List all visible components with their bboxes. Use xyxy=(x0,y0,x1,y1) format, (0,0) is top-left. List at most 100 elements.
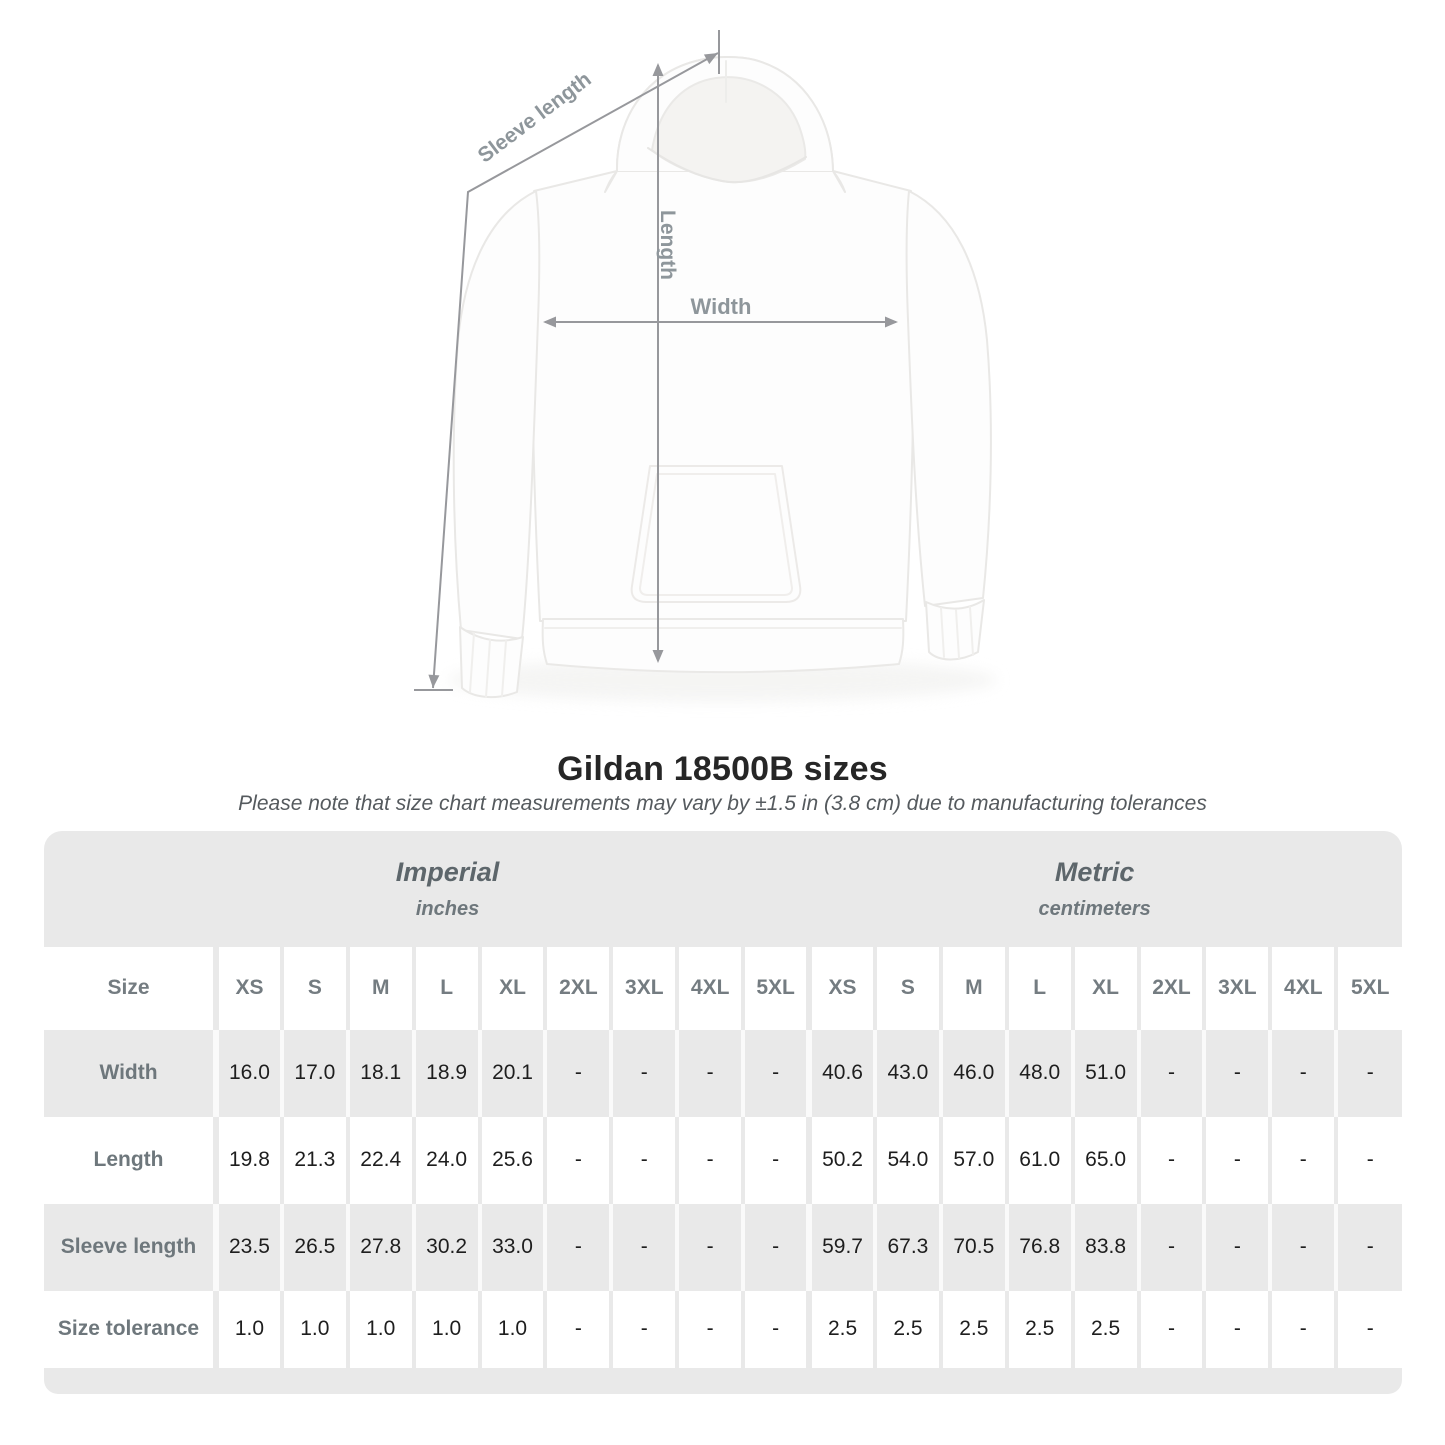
size-header-metric-s: S xyxy=(872,947,941,1030)
size-header-imperial-2xl: 2XL xyxy=(543,947,612,1030)
value-cell: - xyxy=(1136,1291,1205,1368)
value-cell: - xyxy=(543,1291,612,1368)
value-cell: 48.0 xyxy=(1004,1030,1073,1117)
size-header-metric-m: M xyxy=(938,947,1007,1030)
sleeve-length-line xyxy=(432,52,719,689)
value-cell: 43.0 xyxy=(872,1030,941,1117)
value-cell: 21.3 xyxy=(279,1117,348,1204)
table-footer-band xyxy=(44,1368,1403,1394)
value-cell: - xyxy=(609,1204,678,1291)
value-cell: - xyxy=(1268,1291,1337,1368)
size-header-metric-xl: XL xyxy=(1070,947,1139,1030)
value-cell: - xyxy=(1334,1030,1403,1117)
tolerance-note: Please note that size chart measurements… xyxy=(238,792,1207,815)
measurement-annotations xyxy=(414,30,896,691)
hoodie-right-cuff xyxy=(925,599,985,661)
value-cell: 1.0 xyxy=(279,1291,348,1368)
size-header-imperial-4xl: 4XL xyxy=(675,947,744,1030)
table-row-size-tolerance: Size tolerance 1.0 1.0 1.0 1.0 1.0- - - -2.5 2.5 2… xyxy=(44,1291,1403,1368)
value-cell: 33.0 xyxy=(477,1204,546,1291)
sleeve-length-label: Sleeve length xyxy=(474,68,596,168)
row-label: Length xyxy=(44,1117,216,1204)
value-cell: 2.5 xyxy=(1070,1291,1139,1368)
value-cell: - xyxy=(1136,1030,1205,1117)
value-cell: 19.8 xyxy=(213,1117,282,1204)
value-cell: 1.0 xyxy=(345,1291,414,1368)
value-cell: 26.5 xyxy=(279,1204,348,1291)
hoodie-measurement-diagram: Sleeve length Length Width xyxy=(414,30,997,702)
value-cell: 2.5 xyxy=(1004,1291,1073,1368)
metric-unit: centimeters xyxy=(1038,897,1151,920)
value-cell: - xyxy=(1136,1117,1205,1204)
hoodie-right-sleeve xyxy=(905,190,992,607)
size-header-metric-xs: XS xyxy=(806,947,875,1030)
measurement-arrowheads xyxy=(428,53,898,688)
size-header-metric-4xl: 4XL xyxy=(1268,947,1337,1030)
table-footer-row xyxy=(44,1368,1403,1394)
imperial-unit: inches xyxy=(415,897,480,920)
value-cell: - xyxy=(1202,1117,1271,1204)
value-cell: 2.5 xyxy=(938,1291,1007,1368)
right-cuff-ribs xyxy=(940,606,974,659)
value-cell: - xyxy=(1268,1117,1337,1204)
value-cell: 40.6 xyxy=(806,1030,875,1117)
value-cell: - xyxy=(609,1291,678,1368)
value-cell: - xyxy=(1334,1204,1403,1291)
value-cell: - xyxy=(1136,1204,1205,1291)
value-cell: - xyxy=(741,1204,810,1291)
value-cell: 20.1 xyxy=(477,1030,546,1117)
value-cell: 61.0 xyxy=(1004,1117,1073,1204)
value-cell: - xyxy=(1268,1030,1337,1117)
value-cell: 2.5 xyxy=(806,1291,875,1368)
value-cell: - xyxy=(675,1204,744,1291)
size-header-imperial-xs: XS xyxy=(213,947,282,1030)
value-cell: 76.8 xyxy=(1004,1204,1073,1291)
table-row-length: Length 19.8 21.3 22.4 24.0 25.6- - - -50.2 54.0 57… xyxy=(44,1117,1403,1204)
imperial-group-header: Imperial inches xyxy=(44,831,810,947)
size-header-metric-l: L xyxy=(1004,947,1073,1030)
value-cell: - xyxy=(675,1291,744,1368)
value-cell: 70.5 xyxy=(938,1204,1007,1291)
table-row-width: Width 16.0 17.0 18.1 18.9 20.1- - - -40.6 43.0 46.… xyxy=(44,1030,1403,1117)
value-cell: - xyxy=(609,1117,678,1204)
value-cell: 18.9 xyxy=(411,1030,480,1117)
metric-label: Metric xyxy=(1054,857,1135,888)
value-cell: - xyxy=(675,1117,744,1204)
hoodie-shadow xyxy=(447,658,997,702)
hoodie-left-sleeve xyxy=(452,190,541,640)
size-header-metric-2xl: 2XL xyxy=(1136,947,1205,1030)
value-cell: 59.7 xyxy=(806,1204,875,1291)
value-cell: - xyxy=(1202,1030,1271,1117)
size-header-metric-3xl: 3XL xyxy=(1202,947,1271,1030)
value-cell: - xyxy=(543,1117,612,1204)
width-label: Width xyxy=(691,294,752,319)
value-cell: - xyxy=(1268,1204,1337,1291)
value-cell: 2.5 xyxy=(872,1291,941,1368)
value-cell: - xyxy=(741,1030,810,1117)
size-table: Imperial inches Metric centimeters Size … xyxy=(44,831,1403,1394)
value-cell: 22.4 xyxy=(345,1117,414,1204)
value-cell: 18.1 xyxy=(345,1030,414,1117)
size-column-header: Size xyxy=(44,947,216,1030)
value-cell: 65.0 xyxy=(1070,1117,1139,1204)
size-header-metric-5xl: 5XL xyxy=(1334,947,1403,1030)
hoodie-illustration xyxy=(452,56,992,699)
value-cell: 57.0 xyxy=(938,1117,1007,1204)
hoodie-hem-band xyxy=(541,618,905,674)
row-label: Width xyxy=(44,1030,216,1117)
value-cell: 17.0 xyxy=(279,1030,348,1117)
value-cell: 16.0 xyxy=(213,1030,282,1117)
metric-group-header: Metric centimeters xyxy=(809,831,1403,947)
value-cell: - xyxy=(1334,1117,1403,1204)
value-cell: 54.0 xyxy=(872,1117,941,1204)
table-row-sleeve-length: Sleeve length 23.5 26.5 27.8 30.2 33.0- - - -59.… xyxy=(44,1204,1403,1291)
value-cell: 1.0 xyxy=(411,1291,480,1368)
size-header-imperial-xl: XL xyxy=(477,947,546,1030)
value-cell: - xyxy=(1202,1204,1271,1291)
value-cell: 1.0 xyxy=(477,1291,546,1368)
value-cell: 50.2 xyxy=(806,1117,875,1204)
value-cell: - xyxy=(543,1030,612,1117)
value-cell: 25.6 xyxy=(477,1117,546,1204)
value-cell: - xyxy=(741,1117,810,1204)
hoodie-pocket xyxy=(630,465,802,603)
